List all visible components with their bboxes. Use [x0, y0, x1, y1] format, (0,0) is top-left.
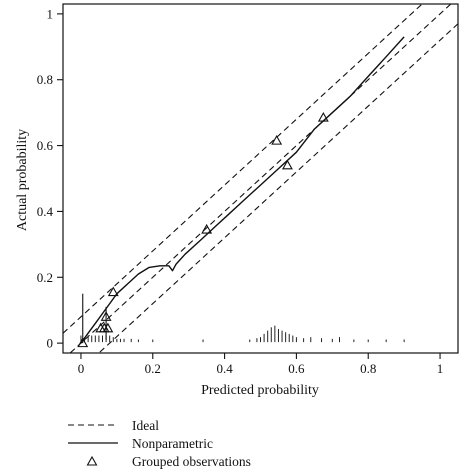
- grouped-observation-point: [281, 159, 293, 170]
- y-axis-title: Actual probability: [15, 129, 30, 231]
- nonparametric-line: [80, 36, 405, 344]
- y-tick-label: 1: [47, 6, 54, 21]
- nonparametric-curve: [80, 36, 405, 344]
- grouped-observation-point: [102, 322, 114, 333]
- grouped-observation-point: [271, 135, 283, 145]
- x-tick-label: 0.2: [145, 361, 161, 376]
- y-tick-label: 0.8: [37, 72, 53, 87]
- x-tick-label: 0: [78, 361, 85, 376]
- grouped-observation-point: [201, 223, 213, 234]
- ideal-line-1: [63, 4, 423, 334]
- grouped-observation-point: [77, 337, 89, 348]
- x-axis-ticks: 0 0.2 0.4 0.6 0.8 1: [78, 353, 444, 376]
- legend: Ideal Nonparametric Grouped observations: [68, 418, 251, 469]
- x-tick-label: 1: [437, 361, 444, 376]
- plot-frame: [62, 3, 459, 354]
- legend-triangle-icon: [86, 455, 98, 466]
- legend-nonparametric-label: Nonparametric: [132, 436, 213, 451]
- x-axis-title: Predicted probability: [201, 383, 319, 398]
- y-axis-ticks: 0 0.2 0.4 0.6 0.8 1: [37, 6, 63, 351]
- grouped-observation-point: [317, 111, 329, 122]
- ideal-line-2: [98, 23, 458, 353]
- y-tick-label: 0.4: [37, 204, 54, 219]
- ideal-line-0: [69, 4, 452, 353]
- ideal-lines: [63, 4, 458, 353]
- grouped-observation-point: [100, 311, 112, 321]
- legend-ideal-label: Ideal: [132, 418, 159, 433]
- x-tick-label: 0.8: [360, 361, 376, 376]
- y-tick-label: 0.6: [37, 138, 54, 153]
- y-tick-label: 0: [47, 336, 54, 351]
- legend-grouped-label: Grouped observations: [132, 454, 251, 469]
- y-tick-label: 0.2: [37, 270, 53, 285]
- grouped-observation-points: [77, 111, 329, 348]
- grouped-observation-point: [107, 286, 119, 297]
- rug-marks: [80, 325, 405, 343]
- x-tick-label: 0.6: [288, 361, 305, 376]
- x-tick-label: 0.4: [216, 361, 233, 376]
